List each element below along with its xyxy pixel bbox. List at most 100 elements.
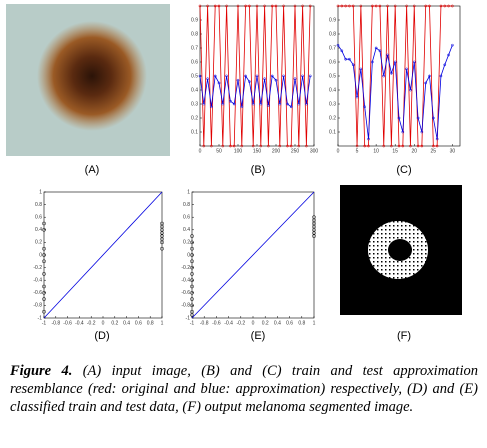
y-tick-label: -0.8 (181, 303, 190, 309)
point (282, 4, 285, 8)
point (359, 67, 363, 71)
point (42, 297, 46, 301)
panel-label: (C) (396, 164, 411, 176)
point (451, 4, 454, 8)
point (439, 74, 443, 78)
point (301, 74, 304, 78)
point (251, 144, 255, 148)
x-tick-label: 1 (313, 320, 316, 326)
point (435, 137, 439, 141)
point (198, 4, 202, 8)
x-tick-label: 0.4 (123, 320, 130, 326)
point (297, 102, 301, 106)
x-tick-label: 0.2 (111, 320, 118, 326)
point (435, 144, 439, 148)
point (236, 4, 240, 8)
y-tick-label: 0.6 (183, 215, 190, 221)
x-tick-label: 250 (291, 148, 300, 154)
point (359, 4, 363, 8)
point (42, 272, 46, 276)
point (198, 74, 202, 78)
point (424, 4, 428, 8)
point (213, 74, 217, 78)
point (348, 4, 351, 8)
point (424, 81, 428, 85)
point (297, 144, 301, 148)
x-tick-label: 0 (199, 148, 202, 154)
point (409, 88, 412, 92)
point (289, 105, 293, 109)
y-tick-label: 0 (39, 252, 42, 258)
point (416, 116, 420, 120)
point (244, 4, 247, 8)
point (267, 144, 270, 148)
point (190, 253, 194, 257)
point (374, 46, 378, 50)
y-tick-label: 0.8 (329, 31, 336, 37)
point (236, 78, 240, 82)
point (259, 144, 263, 148)
x-tick-label: -0.8 (51, 320, 60, 326)
panel-label: (E) (251, 330, 266, 342)
point (190, 284, 194, 289)
y-tick-label: 0.2 (183, 240, 190, 246)
point (308, 74, 312, 78)
x-tick-label: 300 (310, 148, 319, 154)
point (293, 77, 297, 81)
x-tick-label: 50 (216, 148, 222, 154)
x-tick-label: 0 (337, 148, 340, 154)
point (190, 297, 194, 301)
point (382, 144, 386, 148)
point (451, 43, 454, 47)
y-tick-label: -0.4 (33, 278, 42, 284)
x-tick-label: 20 (411, 148, 417, 154)
y-tick-label: 0.1 (329, 129, 336, 135)
point (428, 74, 431, 78)
y-tick-label: 0.5 (329, 73, 336, 79)
point (190, 278, 194, 283)
point (439, 4, 443, 8)
y-tick-label: 0.6 (191, 59, 198, 65)
point (270, 4, 274, 8)
x-tick-label: 0.8 (298, 320, 305, 326)
y-tick-label: -0.4 (181, 278, 190, 284)
point (355, 95, 359, 99)
series-line (191, 191, 315, 319)
point (229, 99, 232, 103)
point (232, 144, 236, 148)
y-tick-label: 0.8 (191, 31, 198, 37)
point (190, 259, 194, 264)
point (190, 240, 194, 245)
y-tick-label: -1 (38, 315, 43, 321)
panel-label: (D) (94, 330, 109, 342)
point (160, 246, 164, 251)
x-tick-label: 10 (373, 148, 379, 154)
point (274, 4, 278, 8)
point (255, 74, 259, 78)
point (229, 144, 232, 148)
point (363, 144, 367, 148)
y-tick-label: -0.6 (181, 290, 190, 296)
x-tick-label: 150 (253, 148, 262, 154)
point (443, 63, 447, 67)
point (42, 259, 46, 264)
point (240, 105, 244, 109)
point (374, 4, 378, 8)
y-tick-label: 0.2 (35, 240, 42, 246)
y-tick-label: 0 (187, 252, 190, 258)
point (393, 4, 397, 8)
point (355, 144, 359, 148)
point (190, 246, 194, 251)
point (248, 80, 251, 83)
point (259, 102, 263, 106)
point (190, 272, 194, 276)
y-tick-label: 0.9 (329, 17, 336, 23)
y-tick-label: 1 (187, 189, 190, 195)
series-line (43, 191, 163, 319)
point (210, 144, 213, 148)
point (190, 265, 194, 270)
segmented-image (340, 185, 462, 315)
point (232, 102, 236, 106)
y-tick-label: -0.2 (181, 265, 190, 271)
